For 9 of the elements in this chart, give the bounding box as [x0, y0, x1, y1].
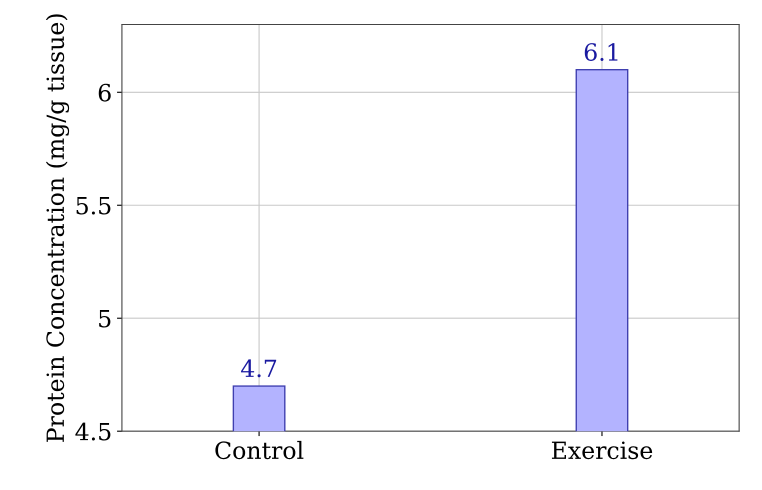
- y-tick-label: 4.5: [75, 422, 110, 441]
- y-axis-title: Protein Concentration (mg/g tissue): [46, 14, 70, 442]
- data-label: 6.1: [584, 43, 618, 61]
- data-label: 4.7: [241, 359, 276, 378]
- x-tick-label: Exercise: [552, 441, 652, 460]
- y-tick-label: 6: [98, 84, 111, 102]
- y-tick-label: 5: [99, 310, 110, 328]
- y-tick-label: 5.5: [76, 197, 110, 215]
- x-tick-label: Control: [215, 440, 304, 460]
